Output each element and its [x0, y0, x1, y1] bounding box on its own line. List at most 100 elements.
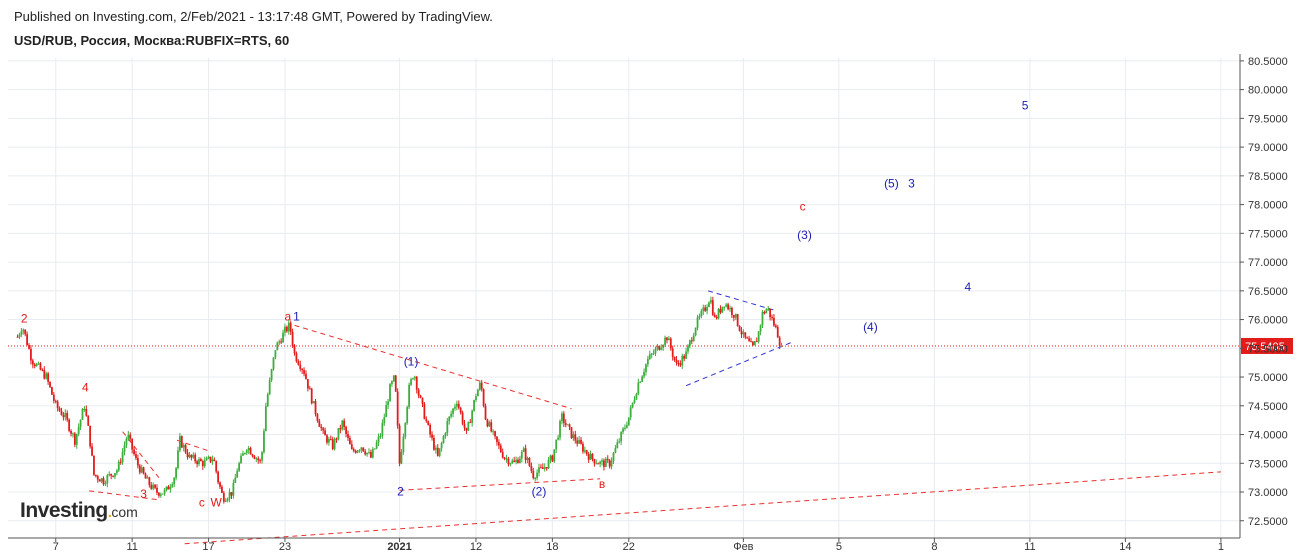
- candle-body: [475, 396, 477, 400]
- candle-body: [641, 376, 644, 382]
- candle-body: [142, 467, 145, 474]
- candle-body: [198, 459, 200, 465]
- candle-body: [618, 441, 621, 443]
- candle-body: [318, 420, 321, 427]
- trendline: [399, 478, 601, 491]
- candle-body: [444, 433, 447, 437]
- trendlines: [89, 290, 1221, 545]
- candle-body: [30, 348, 32, 361]
- time-axis[interactable]: 7 11 17 23 2021 12 18 22 Фев 5 8 11 14 1: [8, 537, 1240, 553]
- candle-body: [79, 419, 82, 427]
- candle-body: [696, 317, 699, 328]
- candle-body: [526, 457, 529, 461]
- candle-body: [694, 327, 697, 336]
- price-tick-label: 76.5000: [1248, 286, 1288, 298]
- candle-body: [156, 487, 158, 493]
- candle-body: [87, 415, 90, 426]
- candle-body: [667, 338, 670, 341]
- candle-body: [68, 419, 71, 431]
- candle-body: [566, 424, 569, 426]
- candle-body: [606, 458, 609, 461]
- trendline: [184, 471, 1221, 545]
- candle-body: [94, 474, 97, 477]
- candle-body: [209, 456, 212, 462]
- candle-body: [629, 407, 632, 418]
- candle-body: [679, 363, 682, 366]
- candle-body: [752, 341, 754, 346]
- candle-body: [538, 467, 540, 473]
- candle-body: [608, 460, 611, 467]
- candle-body: [123, 445, 126, 452]
- candle-body: [264, 406, 267, 432]
- candle-body: [327, 439, 330, 443]
- candle-body: [755, 341, 758, 343]
- candle-body: [114, 473, 116, 477]
- candle-body: [427, 421, 430, 425]
- published-caption: Published on Investing.com, 2/Feb/2021 -…: [14, 9, 493, 24]
- candle-body: [654, 348, 657, 354]
- candle-body: [469, 422, 472, 424]
- candle-body: [182, 445, 185, 448]
- price-tick-label: 80.0000: [1248, 85, 1288, 97]
- candle-body: [543, 467, 546, 469]
- candle-body: [222, 492, 225, 502]
- candle-body: [81, 409, 84, 420]
- candle-body: [582, 443, 584, 452]
- candle-body: [429, 424, 432, 435]
- candle-body: [555, 439, 558, 450]
- candle-body: [729, 307, 731, 310]
- candle-body: [645, 364, 647, 372]
- candle-body: [224, 500, 227, 502]
- wave-label: 3: [140, 487, 147, 501]
- candle-body: [356, 450, 359, 453]
- candle-body: [312, 401, 315, 404]
- candle-body: [389, 384, 391, 402]
- candle-body: [557, 437, 560, 440]
- candle-body: [513, 460, 516, 462]
- candle-body: [186, 452, 189, 458]
- candle-body: [650, 353, 653, 355]
- candle-body: [501, 452, 504, 458]
- time-tick-label: 22: [623, 541, 635, 553]
- time-tick-label: 17: [202, 541, 214, 553]
- candle-body: [434, 447, 437, 450]
- logo-dot: .: [107, 504, 112, 521]
- trendline: [707, 290, 777, 312]
- candle-body: [704, 307, 707, 311]
- candle-body: [721, 306, 724, 313]
- candle-body: [698, 316, 701, 318]
- candle-body: [547, 459, 550, 469]
- candle-body: [266, 394, 269, 407]
- candle-body: [60, 410, 63, 416]
- candle-body: [213, 459, 216, 462]
- candle-body: [310, 388, 313, 404]
- candle-body: [578, 439, 581, 444]
- candle-body: [125, 438, 128, 446]
- candle-body: [274, 350, 277, 358]
- candle-body: [392, 375, 395, 382]
- price-tick-label: 75.5000: [1248, 343, 1288, 355]
- candle-body: [750, 341, 752, 343]
- time-tick-label: 5: [836, 541, 842, 553]
- candle-body: [161, 493, 164, 495]
- candle-body: [585, 450, 588, 455]
- candle-body: [742, 332, 745, 335]
- candle-body: [207, 456, 210, 459]
- candle-body: [140, 467, 143, 473]
- price-axis[interactable]: 72.5000 73.0000 73.5000 74.0000 74.5000 75.00…: [1239, 54, 1288, 538]
- candle-body: [671, 348, 674, 357]
- candle-body: [349, 437, 351, 445]
- candle-body: [352, 449, 355, 451]
- candle-body: [314, 401, 317, 415]
- candle-body: [77, 426, 80, 434]
- candle-body: [276, 342, 279, 351]
- candle-body: [52, 394, 55, 401]
- candle-body: [85, 408, 88, 416]
- price-tick-label: 79.0000: [1248, 142, 1288, 154]
- candle-body: [690, 340, 693, 342]
- candle-body: [511, 460, 514, 464]
- candle-body: [371, 449, 374, 458]
- candle-body: [320, 426, 323, 429]
- candle-body: [648, 354, 651, 359]
